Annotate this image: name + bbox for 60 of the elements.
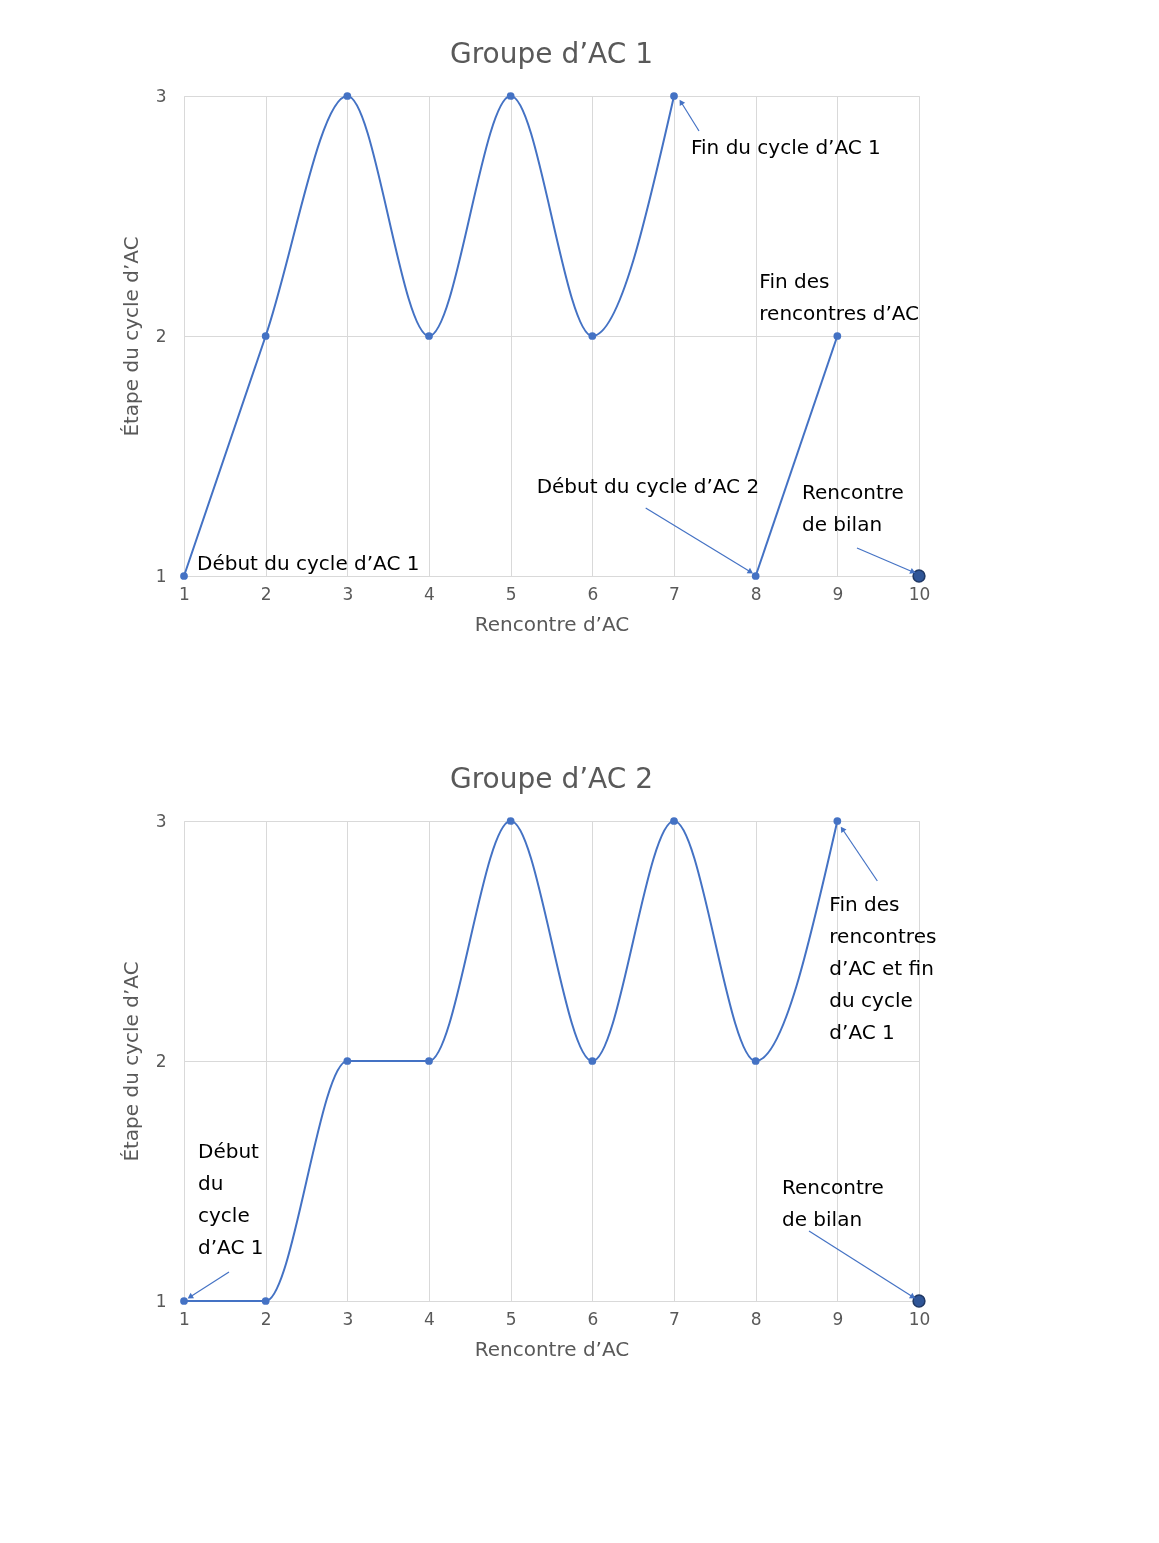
point [833, 332, 842, 340]
point [670, 92, 678, 100]
y-tick-label: 1 [155, 565, 167, 586]
annotation: Début du cycle d’AC 1 [198, 1139, 264, 1259]
point [588, 332, 597, 340]
point [180, 1297, 188, 1305]
chart-title: Groupe d’AC 2 [450, 762, 653, 795]
x-tick-label: 7 [669, 1308, 680, 1329]
x-tick-label: 2 [260, 1308, 272, 1329]
point [751, 572, 760, 580]
point [180, 572, 188, 580]
point [588, 1057, 597, 1065]
x-tick-label: 7 [669, 583, 680, 604]
point [506, 817, 515, 825]
point [425, 332, 433, 340]
x-tick-label: 10 [908, 583, 931, 604]
annotation: Début du cycle d’AC 2 [536, 474, 760, 498]
y-axis-title: Étape du cycle d’AC [118, 961, 143, 1162]
chart-title: Groupe d’AC 1 [450, 37, 653, 70]
point [343, 92, 352, 100]
x-tick-label: 9 [832, 1308, 844, 1329]
x-tick-label: 1 [179, 1308, 190, 1329]
x-tick-label: 8 [750, 1308, 762, 1329]
point [261, 332, 270, 340]
x-axis-title: Rencontre d’AC [474, 1336, 630, 1361]
annotation: Fin du cycle d’AC 1 [691, 135, 881, 159]
point [425, 1057, 433, 1065]
y-tick-label: 3 [155, 85, 167, 106]
x-tick-label: 6 [587, 1308, 599, 1329]
x-tick-label: 6 [587, 583, 599, 604]
x-tick-label: 10 [908, 1308, 931, 1329]
annotation: Rencontre de bilan [782, 1175, 884, 1231]
point [343, 1057, 352, 1065]
x-tick-label: 8 [750, 583, 762, 604]
point [833, 817, 842, 825]
point [261, 1297, 270, 1305]
point [751, 1057, 760, 1065]
annotation: Fin des rencontres d’AC [759, 269, 920, 325]
y-tick-label: 3 [155, 810, 167, 831]
point [912, 569, 926, 583]
x-tick-label: 2 [260, 583, 272, 604]
x-tick-label: 4 [424, 583, 435, 604]
point [912, 1294, 926, 1308]
x-axis-title: Rencontre d’AC [474, 611, 630, 636]
x-tick-label: 3 [342, 1308, 354, 1329]
point [506, 92, 515, 100]
annotation: Fin des rencontres d’AC et fin du cycle d’AC 1 [829, 892, 937, 1044]
point [670, 817, 678, 825]
annotation: Rencontre de bilan [802, 480, 904, 536]
annotation: Début du cycle d’AC 1 [197, 551, 420, 575]
x-tick-label: 9 [832, 583, 844, 604]
x-tick-label: 1 [179, 583, 190, 604]
x-tick-label: 4 [424, 1308, 435, 1329]
y-tick-label: 1 [155, 1290, 167, 1311]
x-tick-label: 3 [342, 583, 354, 604]
y-tick-label: 2 [155, 325, 167, 346]
y-axis-title: Étape du cycle d’AC [118, 236, 143, 437]
x-tick-label: 5 [505, 583, 517, 604]
x-tick-label: 5 [505, 1308, 517, 1329]
y-tick-label: 2 [155, 1050, 167, 1071]
